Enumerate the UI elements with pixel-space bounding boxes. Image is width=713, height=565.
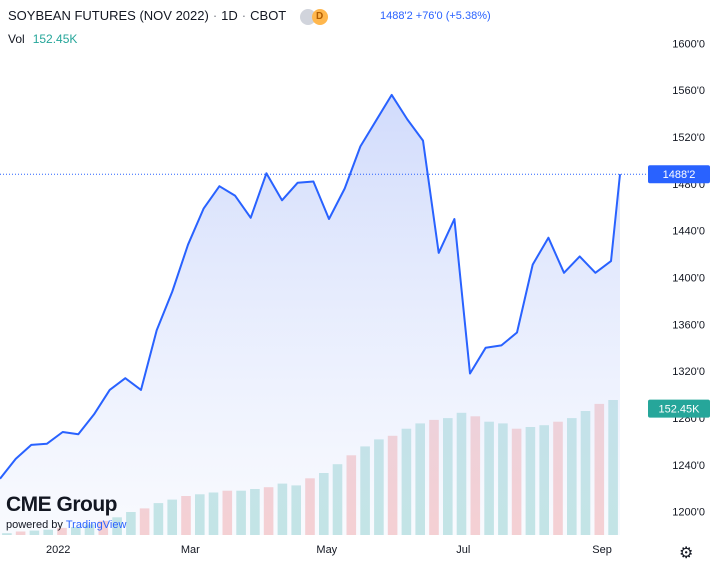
price-change: +76'0 bbox=[415, 10, 443, 22]
volume-legend[interactable]: Vol 152.45K bbox=[8, 32, 77, 46]
y-tick-label: 1240'0 bbox=[672, 460, 705, 472]
interval-label[interactable]: 1D bbox=[221, 8, 238, 23]
exchange-label: CBOT bbox=[250, 8, 287, 23]
last-price-value: 1488'2 bbox=[380, 10, 413, 22]
tradingview-link[interactable]: TradingView bbox=[65, 519, 127, 531]
volume-value: 152.45K bbox=[32, 32, 78, 46]
x-tick-label: Mar bbox=[181, 544, 200, 556]
x-tick-label: May bbox=[316, 544, 337, 556]
status-dots[interactable]: D bbox=[299, 8, 336, 25]
symbol-title[interactable]: SOYBEAN FUTURES (NOV 2022) bbox=[8, 8, 209, 23]
cme-logo[interactable]: CME Group powered by TradingView bbox=[6, 493, 126, 531]
last-price-tag-text: 1488'2 bbox=[663, 169, 696, 181]
y-tick-label: 1560'0 bbox=[672, 85, 705, 97]
price-line bbox=[0, 93, 621, 480]
x-axis: 2022 Mar May Jul Sep bbox=[46, 544, 612, 556]
last-price-tag: 1488'2 bbox=[648, 165, 710, 184]
delayed-data-icon[interactable]: D bbox=[311, 8, 328, 25]
y-tick-label: 1520'0 bbox=[672, 132, 705, 144]
volume-tag-text: 152.45K bbox=[659, 404, 701, 416]
gear-icon[interactable]: ⚙ bbox=[679, 545, 694, 562]
powered-by-label: powered by bbox=[6, 519, 63, 531]
y-tick-label: 1200'0 bbox=[672, 507, 705, 519]
y-tick-label: 1320'0 bbox=[672, 366, 705, 378]
market-status-icon[interactable] bbox=[299, 8, 316, 25]
powered-by[interactable]: powered by TradingView bbox=[6, 519, 126, 531]
y-axis: 1200'01240'01280'01320'01360'01400'01440… bbox=[672, 38, 705, 518]
y-tick-label: 1440'0 bbox=[672, 226, 705, 238]
volume-tag: 152.45K bbox=[648, 399, 710, 418]
x-tick-label: 2022 bbox=[46, 544, 70, 556]
y-tick-label: 1600'0 bbox=[672, 38, 705, 50]
price-change-pct: (+5.38%) bbox=[445, 10, 491, 22]
x-tick-label: Jul bbox=[456, 544, 470, 556]
volume-label: Vol bbox=[8, 32, 25, 46]
y-tick-label: 1360'0 bbox=[672, 319, 705, 331]
y-tick-label: 1400'0 bbox=[672, 273, 705, 285]
logo-text: CME Group bbox=[6, 493, 118, 516]
chart-header: SOYBEAN FUTURES (NOV 2022) · 1D · CBOT D bbox=[8, 8, 336, 25]
price-area bbox=[0, 94, 620, 536]
x-tick-label: Sep bbox=[592, 544, 612, 556]
price-quote: 1488'2 +76'0 (+5.38%) bbox=[380, 10, 491, 22]
